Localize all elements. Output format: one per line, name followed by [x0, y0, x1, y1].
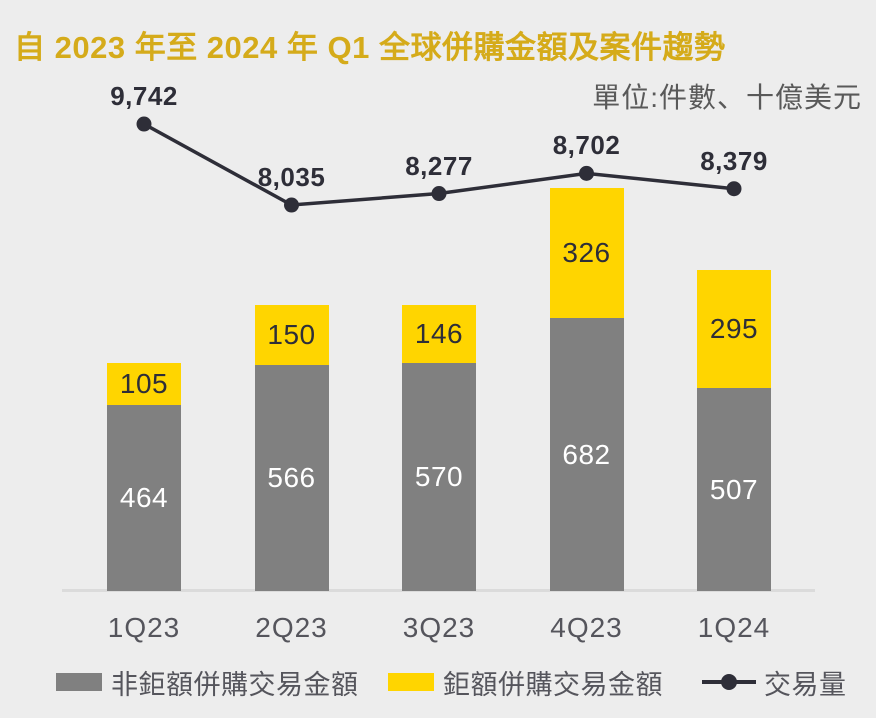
x-axis-label: 1Q23 — [107, 612, 181, 643]
line-value-label: 8,035 — [257, 162, 326, 193]
line-value-label: 8,277 — [405, 150, 473, 181]
bar-value-non-mega: 682 — [562, 438, 611, 470]
deal-volume-point — [579, 165, 594, 181]
bar-value-non-mega: 566 — [267, 461, 316, 493]
unit-note: 單位:件數、十億美元 — [592, 82, 862, 113]
deal-volume-point — [431, 186, 447, 202]
deal-volume-point — [284, 197, 299, 213]
line-marker-dot — [721, 674, 737, 690]
legend-item-mega-deals: 鉅額併購交易金額 — [388, 664, 663, 700]
bar-segment-mega — [549, 187, 624, 319]
bar-segment-non-mega — [254, 364, 329, 591]
line-value-label: 8,702 — [552, 130, 621, 161]
legend-item-non-mega-deals: 非鉅額併購交易金額 — [56, 664, 359, 700]
x-axis-label: 3Q23 — [402, 612, 476, 643]
x-axis-label: 1Q24 — [697, 612, 771, 643]
bar-segment-mega — [107, 363, 181, 406]
legend-label-deal-volume: 交易量 — [764, 669, 847, 700]
legend: 非鉅額併購交易金額 鉅額併購交易金額 交易量 — [0, 664, 876, 700]
bar-value-non-mega: 570 — [414, 461, 464, 492]
chart-title: 自 2023 年至 2024 年 Q1 全球併購金額及案件趨勢 — [14, 30, 726, 65]
bar-value-mega: 146 — [414, 317, 464, 349]
bar-value-mega: 295 — [709, 313, 759, 345]
bar-value-mega: 105 — [119, 368, 169, 400]
bar-value-mega: 150 — [267, 318, 316, 350]
bar-segment-non-mega — [107, 405, 181, 591]
bar-value-non-mega: 464 — [119, 482, 169, 514]
yellow-bar-swatch-icon — [388, 673, 434, 691]
gray-bar-swatch-icon — [56, 673, 102, 691]
bar-segment-non-mega — [549, 318, 624, 591]
x-axis-label: 2Q23 — [255, 612, 328, 643]
line-value-label: 8,379 — [700, 145, 768, 176]
bar-segment-mega — [697, 270, 771, 389]
legend-label-non-mega-deals: 非鉅額併購交易金額 — [111, 669, 359, 700]
legend-label-mega-deals: 鉅額併購交易金額 — [443, 669, 663, 700]
bar-value-non-mega: 507 — [709, 473, 759, 505]
bar-segment-mega — [402, 304, 476, 363]
deal-volume-point — [136, 116, 152, 132]
deal-volume-point — [726, 181, 742, 197]
bar-segment-non-mega — [402, 363, 476, 591]
legend-item-deal-volume: 交易量 — [702, 664, 847, 700]
bar-value-mega: 326 — [562, 237, 611, 268]
bar-segment-non-mega — [697, 388, 771, 591]
bar-segment-mega — [254, 304, 329, 365]
x-axis-label: 4Q23 — [550, 612, 623, 643]
line-with-dot-marker-icon — [702, 674, 756, 690]
line-value-label: 9,742 — [110, 81, 178, 112]
